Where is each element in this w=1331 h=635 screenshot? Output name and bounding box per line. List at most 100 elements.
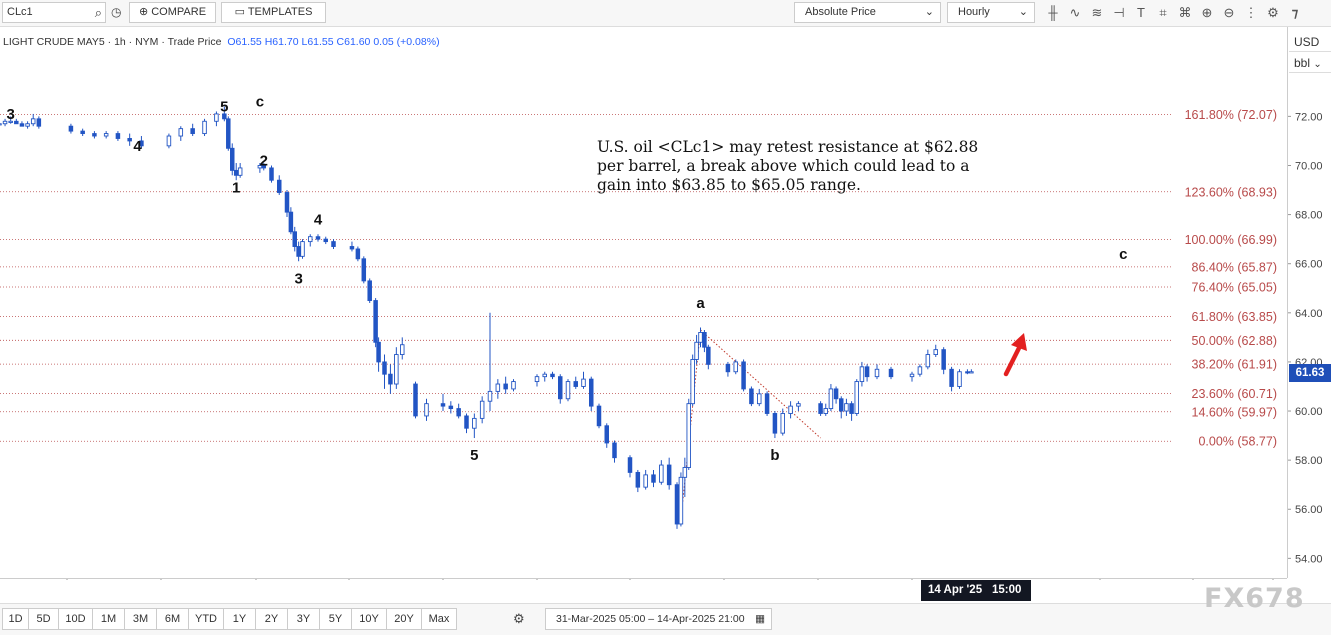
candle-body xyxy=(678,476,684,525)
range-button-6m[interactable]: 6M xyxy=(156,608,189,630)
plus-icon: ⊕ xyxy=(138,6,149,18)
zoom-out-icon[interactable]: ⊖ xyxy=(1223,5,1235,20)
candle xyxy=(833,386,839,404)
chevron-down-icon: ⌄ xyxy=(924,6,934,18)
candle-body xyxy=(573,381,579,387)
candle-body xyxy=(80,130,85,135)
candle xyxy=(2,118,8,127)
range-button-max[interactable]: Max xyxy=(421,608,457,630)
fib-tool-icon[interactable]: ≋ xyxy=(1091,5,1103,20)
candle xyxy=(733,359,739,375)
candle xyxy=(464,413,469,434)
date-range-value: 31-Mar-2025 05:00 – 14-Apr-2025 21:00 xyxy=(556,613,745,625)
candle xyxy=(367,278,372,303)
candle-body xyxy=(202,120,207,135)
y-tick-label: 58.00 xyxy=(1295,455,1323,467)
shapes-icon[interactable]: ⌗ xyxy=(1159,5,1167,20)
lines-icon[interactable]: ⊣ xyxy=(1113,5,1125,20)
candle-body xyxy=(627,457,633,473)
compare-button[interactable]: ⊕ COMPARE xyxy=(129,2,216,23)
candle xyxy=(355,246,361,262)
candle-body xyxy=(2,120,8,125)
range-button-5y[interactable]: 5Y xyxy=(319,608,352,630)
range-button-2y[interactable]: 2Y xyxy=(255,608,288,630)
candle-body xyxy=(0,123,2,126)
fib-level-label: 76.40% (65.05) xyxy=(1192,281,1277,295)
candle-body xyxy=(682,467,688,478)
analysis-annotation: U.S. oil <CLc1> may retest resistance at… xyxy=(597,138,983,194)
trendline-bc xyxy=(700,329,821,439)
range-button-3y[interactable]: 3Y xyxy=(287,608,320,630)
search-icon[interactable]: ⌕ xyxy=(94,5,102,20)
zoom-in-icon[interactable]: ⊕ xyxy=(1201,5,1213,20)
range-button-10d[interactable]: 10D xyxy=(58,608,93,630)
unit-select[interactable]: bbl ⌄ xyxy=(1289,53,1331,73)
candle xyxy=(917,364,923,377)
candle xyxy=(706,344,711,370)
candle-body xyxy=(558,376,563,400)
range-button-3m[interactable]: 3M xyxy=(124,608,157,630)
fib-level-label: 14.60% (59.97) xyxy=(1192,405,1277,419)
price-mode-select[interactable]: Absolute Price ⌄ xyxy=(794,2,941,23)
candle-body xyxy=(237,167,243,176)
candle-body xyxy=(764,393,770,414)
candle-body xyxy=(277,179,282,193)
range-button-1y[interactable]: 1Y xyxy=(223,608,256,630)
clock-icon[interactable]: ◷ xyxy=(111,5,122,19)
candle-body xyxy=(19,123,25,127)
folder-icon: ▭ xyxy=(234,6,245,18)
candle xyxy=(573,376,579,389)
candle xyxy=(92,131,97,139)
tradingview-logo-icon: ⁊ xyxy=(1291,5,1299,20)
legend-high: H61.70 xyxy=(264,36,299,48)
wave-label: c xyxy=(256,94,264,111)
candle xyxy=(487,312,493,412)
candle xyxy=(296,241,301,262)
candle-body xyxy=(8,120,13,123)
interval-select[interactable]: Hourly ⌄ xyxy=(947,2,1035,23)
candle xyxy=(909,371,915,382)
candle-body xyxy=(139,140,144,147)
candle xyxy=(612,440,617,463)
candle xyxy=(202,118,207,137)
range-button-ytd[interactable]: YTD xyxy=(188,608,224,630)
text-tool-icon[interactable]: T xyxy=(1137,5,1145,20)
candle xyxy=(300,239,305,259)
symbol-search-box[interactable]: CLc1 ⌕ xyxy=(2,2,106,23)
range-button-20y[interactable]: 20Y xyxy=(386,608,422,630)
wave-label: 5 xyxy=(220,98,228,115)
fib-level-label: 61.80% (63.85) xyxy=(1192,310,1277,324)
more-icon[interactable]: ⋮ xyxy=(1244,5,1258,20)
range-button-1m[interactable]: 1M xyxy=(92,608,125,630)
unit-value: bbl xyxy=(1294,56,1311,70)
range-button-5d[interactable]: 5D xyxy=(28,608,59,630)
candle-body xyxy=(694,341,699,360)
symbol-input[interactable]: CLc1 xyxy=(7,6,33,18)
candle xyxy=(678,472,684,527)
pattern-icon[interactable]: ⌘ xyxy=(1178,5,1192,20)
candle xyxy=(308,234,313,247)
candle xyxy=(373,298,378,348)
range-button-1d[interactable]: 1D xyxy=(2,608,29,630)
price-chart[interactable]: 161.80% (72.07) 123.60% (68.93) 100.00% (6… xyxy=(0,0,1331,580)
candle xyxy=(315,234,321,242)
candle xyxy=(214,111,219,127)
date-range-picker[interactable]: 31-Mar-2025 05:00 – 14-Apr-2025 21:00 ▦ xyxy=(545,608,772,630)
candle-body xyxy=(226,118,231,149)
legend-low: L61.55 xyxy=(301,36,334,48)
currency-select[interactable]: USD ⌄ xyxy=(1289,32,1331,69)
settings-icon[interactable]: ⚙ xyxy=(513,611,525,626)
templates-button[interactable]: ▭ TEMPLATES xyxy=(221,2,326,23)
candle-body xyxy=(550,373,555,378)
settings-icon[interactable]: ⚙ xyxy=(1267,5,1279,20)
candle-style-icon[interactable]: ╫ xyxy=(1048,5,1058,20)
candle xyxy=(757,388,762,407)
candle-body xyxy=(315,236,321,240)
candle-body xyxy=(229,147,235,171)
candle xyxy=(844,398,849,416)
candle xyxy=(349,241,355,252)
calendar-icon: ▦ xyxy=(755,613,765,625)
range-button-10y[interactable]: 10Y xyxy=(351,608,387,630)
indicators-icon[interactable]: ∿ xyxy=(1069,5,1081,20)
wave-label: a xyxy=(696,295,705,312)
